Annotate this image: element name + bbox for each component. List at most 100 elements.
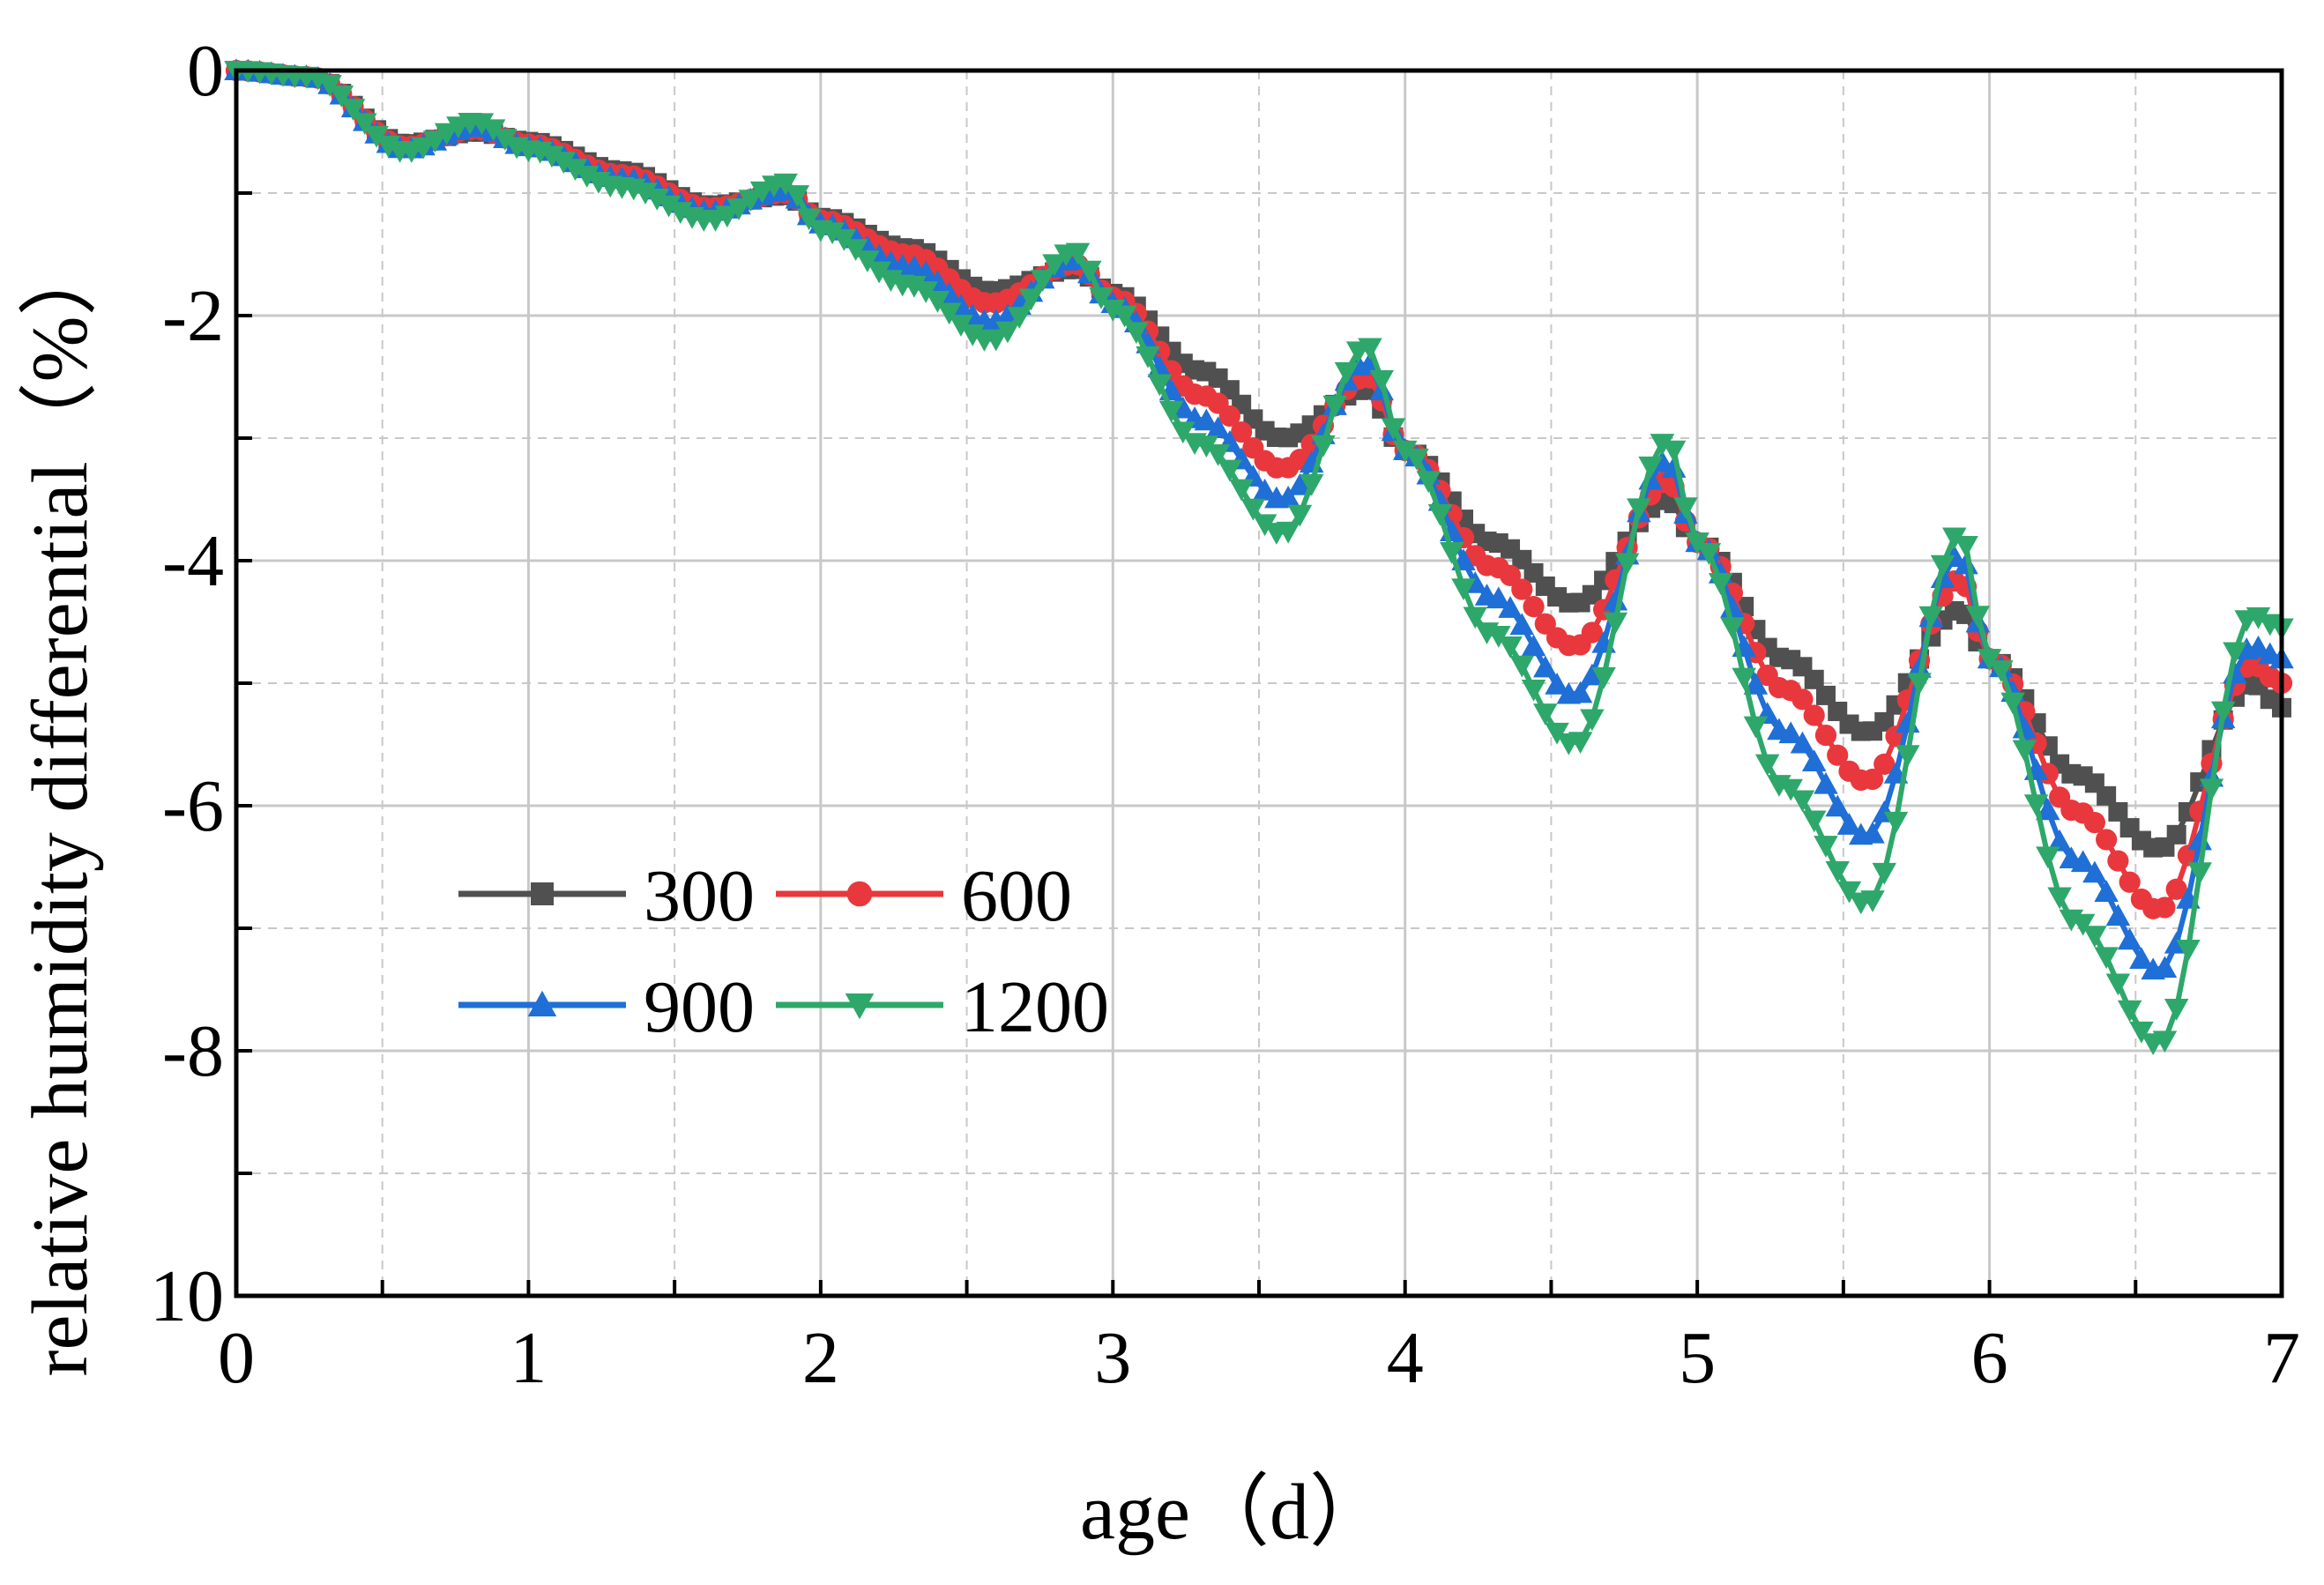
data-point-1200	[353, 113, 377, 136]
y-tick-label: -4	[162, 520, 224, 602]
legend-item-900: 900	[458, 966, 755, 1048]
data-point-600	[1873, 753, 1896, 775]
data-point-1200	[2199, 778, 2224, 801]
data-point-1200	[1778, 778, 1803, 801]
data-point-600	[1803, 704, 1825, 726]
data-point-1200	[422, 130, 448, 153]
data-point-1200	[1814, 836, 1838, 858]
legend-label-300: 300	[644, 855, 755, 937]
data-point-1200	[1158, 400, 1184, 423]
data-point-300	[2097, 785, 2117, 806]
x-axis-label: age（d）	[1080, 1469, 1389, 1556]
data-point-900	[2246, 635, 2271, 658]
data-point-600	[1231, 420, 1253, 443]
data-point-1200	[1299, 473, 1324, 496]
data-point-900	[1194, 408, 1219, 431]
data-point-900	[1568, 681, 1593, 703]
data-point-1200	[364, 125, 389, 148]
data-point-1200	[1042, 254, 1067, 277]
data-point-600	[1861, 768, 1884, 791]
data-point-900	[1287, 473, 1313, 495]
data-point-300	[1874, 711, 1895, 732]
y-axis-label: relative humidity differential（%）	[17, 237, 104, 1377]
data-point-1200	[1427, 503, 1453, 526]
legend-marker-1200	[845, 993, 875, 1020]
data-point-1200	[1591, 666, 1616, 689]
data-point-1200	[726, 198, 751, 220]
data-point-1200	[738, 190, 763, 212]
data-point-600	[2083, 811, 2105, 834]
y-tick-label: -8	[162, 1010, 224, 1092]
data-point-600	[2119, 871, 2141, 893]
data-point-1200	[1860, 890, 1885, 912]
data-point-1200	[644, 189, 670, 211]
data-point-1200	[1521, 679, 1546, 702]
data-point-1200	[1801, 810, 1827, 833]
data-point-1200	[796, 208, 822, 231]
data-point-1200	[1509, 655, 1535, 678]
data-point-900	[1743, 672, 1769, 695]
data-point-1200	[1322, 395, 1347, 418]
data-point-1200	[715, 205, 740, 228]
data-point-1200	[1171, 421, 1196, 444]
data-point-1200	[656, 195, 682, 218]
data-point-1200	[551, 152, 576, 174]
data-point-1200	[1229, 479, 1254, 502]
x-tick-label: 7	[2263, 1317, 2300, 1399]
data-point-1200	[1218, 459, 1242, 482]
data-point-1200	[785, 185, 810, 207]
data-point-1200	[925, 290, 950, 313]
data-point-1200	[1977, 649, 2002, 671]
data-point-1200	[1696, 543, 1722, 565]
data-point-1200	[306, 68, 331, 91]
data-point-1200	[1334, 361, 1359, 384]
data-point-1200	[1018, 288, 1044, 311]
data-point-1200	[2152, 1031, 2178, 1053]
data-point-1200	[2176, 939, 2201, 962]
data-point-1200	[1311, 435, 1336, 458]
data-point-1200	[2023, 794, 2049, 816]
data-point-1200	[1451, 578, 1476, 601]
data-point-300	[2108, 801, 2128, 822]
grid	[235, 69, 2283, 1298]
data-point-1200	[469, 113, 495, 136]
data-point-600	[1511, 578, 1533, 600]
data-point-1200	[1089, 286, 1114, 309]
data-point-1200	[1240, 498, 1266, 521]
data-point-900	[1814, 771, 1838, 794]
x-tick-label: 1	[510, 1317, 547, 1399]
data-point-1200	[843, 239, 868, 262]
data-point-600	[1523, 596, 1545, 618]
data-point-1200	[1918, 606, 1944, 629]
legend-item-600: 600	[776, 855, 1072, 937]
y-tick-label: 10	[150, 1255, 224, 1337]
y-tick-label: 0	[187, 30, 224, 112]
x-tick-label: 6	[1971, 1317, 2008, 1399]
data-point-900	[2117, 927, 2142, 950]
data-point-900	[2105, 904, 2131, 926]
data-point-1200	[1287, 504, 1313, 527]
y-tick-label: -6	[162, 765, 224, 847]
data-point-300	[2166, 824, 2186, 845]
data-point-1200	[2082, 926, 2107, 948]
data-point-1200	[340, 99, 366, 122]
data-point-1200	[1732, 667, 1756, 690]
data-point-1200	[493, 129, 518, 151]
data-point-1200	[949, 315, 973, 337]
data-point-1200	[1790, 790, 1815, 813]
data-point-600	[1581, 621, 1603, 644]
legend-item-300: 300	[458, 855, 755, 937]
data-point-1200	[1498, 636, 1523, 659]
data-point-1200	[2105, 973, 2131, 996]
data-point-1200	[1883, 811, 1909, 834]
data-point-1200	[995, 321, 1020, 344]
data-point-1200	[1100, 300, 1126, 322]
data-point-1200	[562, 159, 588, 181]
data-point-1200	[1030, 270, 1055, 292]
data-point-1200	[2223, 642, 2247, 665]
data-point-1200	[2164, 999, 2189, 1021]
data-point-1200	[1989, 660, 2014, 682]
data-point-1200	[2210, 701, 2236, 724]
data-point-1200	[1872, 862, 1897, 885]
data-point-600	[1218, 405, 1240, 428]
